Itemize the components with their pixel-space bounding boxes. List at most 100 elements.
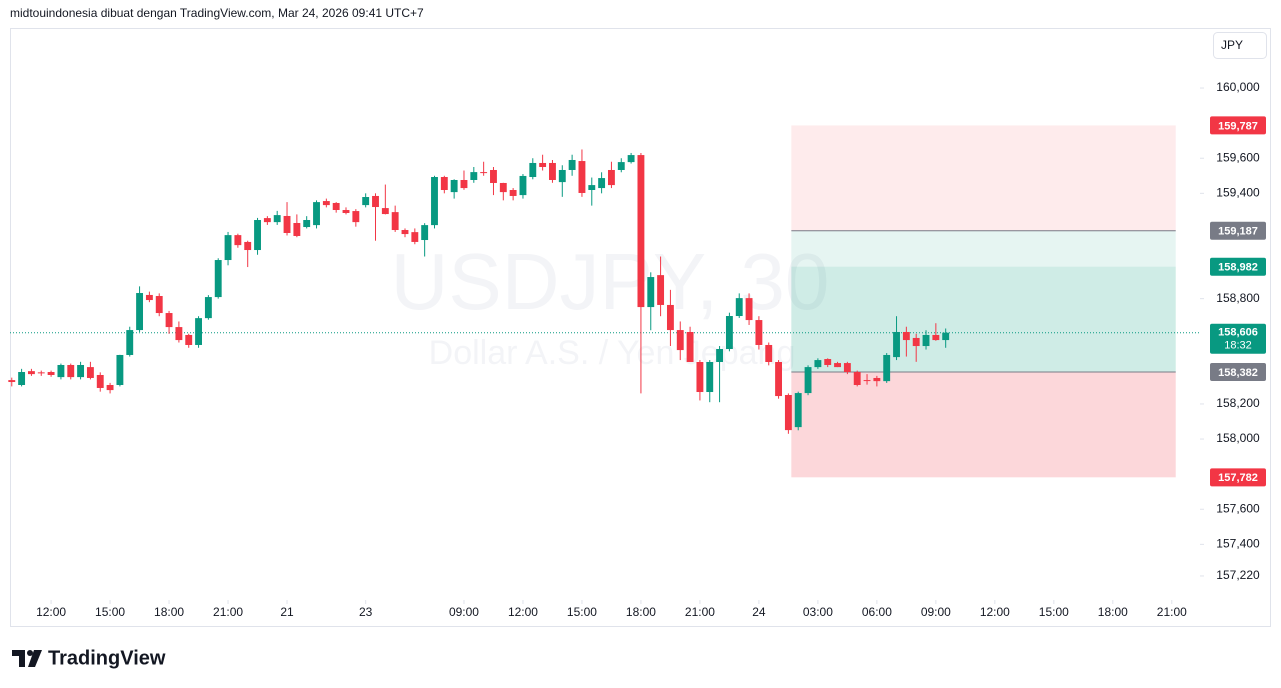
watermark-symbol: USDJPY, 30 [391, 237, 830, 326]
currency-button-label[interactable]: JPY [1221, 38, 1243, 52]
current-price-box [1210, 323, 1266, 354]
candle-body [352, 211, 360, 223]
candle-body [263, 218, 271, 223]
candle-body [116, 354, 124, 385]
x-tick-label: 18:00 [1098, 605, 1128, 619]
candle-body [607, 169, 615, 186]
plot: 160,000 159,600 159,400 158,800 158,200 158,0… [8, 80, 1266, 619]
candle-body [303, 220, 311, 228]
y-tick-label: 158,000 [1216, 431, 1260, 445]
x-tick-label: 18:00 [626, 605, 656, 619]
x-tick-label: 21:00 [1157, 605, 1187, 619]
candle-body [883, 354, 891, 382]
candle-body [401, 230, 409, 235]
candle-body [18, 372, 26, 385]
currency-button[interactable] [1213, 32, 1267, 59]
candle-body [273, 215, 281, 223]
candle-body [509, 189, 517, 196]
candle-body [912, 337, 920, 347]
price-label-box [1210, 468, 1266, 487]
candle-body [47, 372, 55, 375]
candle-body [598, 178, 606, 189]
price-label-box [1210, 257, 1266, 276]
x-tick-label: 21 [280, 605, 294, 619]
candle-body [814, 360, 822, 368]
candle-body [902, 331, 910, 341]
logo-text: TradingView [48, 647, 166, 669]
x-tick-label: 09:00 [449, 605, 479, 619]
candle-body [136, 293, 144, 331]
x-tick-label: 03:00 [803, 605, 833, 619]
candle-body [578, 161, 586, 193]
candle-body [647, 277, 655, 308]
candle-body [804, 367, 812, 394]
candle-body [126, 330, 134, 355]
candle-body [725, 316, 733, 350]
price-label: 159,787 [1218, 120, 1258, 132]
logo-shape [27, 650, 33, 656]
x-tick-label: 15:00 [567, 605, 597, 619]
x-tick-label: 21:00 [213, 605, 243, 619]
candle-body [27, 371, 35, 375]
x-tick-label: 23 [359, 605, 373, 619]
x-tick-label: 06:00 [862, 605, 892, 619]
candle-body [372, 195, 379, 208]
candle-body [755, 320, 763, 345]
candle-body [381, 208, 389, 215]
y-tick-label: 157,600 [1216, 501, 1260, 515]
candle-body [77, 364, 85, 378]
candle-body [716, 349, 724, 363]
candle-body [57, 364, 65, 378]
candle-body [824, 359, 832, 365]
candle-body [617, 162, 625, 170]
candle-body [421, 225, 429, 241]
candle-body [558, 169, 566, 183]
candle-body [843, 363, 851, 373]
y-tick-label: 157,220 [1216, 568, 1260, 582]
candle-body [696, 362, 704, 393]
candle-body [539, 162, 547, 168]
candle-body [942, 332, 950, 341]
price-label: 157,782 [1218, 472, 1258, 484]
x-tick-label: 24 [752, 605, 766, 619]
candle-body [293, 222, 301, 236]
price-label-box [1210, 221, 1266, 240]
stop-zone [791, 372, 1176, 478]
candle-body [224, 235, 232, 261]
candle-body [37, 372, 45, 374]
countdown-label: 18:32 [1224, 340, 1252, 352]
y-tick-label: 157,400 [1216, 537, 1260, 551]
candle-body [145, 294, 153, 301]
y-tick-label: 159,600 [1216, 150, 1260, 164]
candle-body [411, 232, 419, 242]
price-label-box [1210, 363, 1266, 382]
candle-body [86, 367, 94, 378]
candle-body [440, 177, 448, 190]
profit-zone [791, 230, 1176, 373]
candle-body [853, 372, 861, 385]
candle-body [244, 241, 252, 251]
candle-body [254, 220, 261, 251]
candle-body [834, 363, 841, 368]
price-label-box [1210, 116, 1266, 135]
price-label: 159,187 [1218, 226, 1258, 238]
watermark-description: Dollar A.S. / Yen Jepang [429, 334, 796, 372]
candle-body [637, 155, 645, 308]
candle-body [165, 313, 173, 328]
y-tick-label: 160,000 [1216, 80, 1260, 94]
candle-body [706, 362, 714, 393]
candle-body [519, 175, 527, 196]
y-tick-label: 158,800 [1216, 291, 1260, 305]
target-zone-upper [791, 125, 1176, 231]
candle-body [775, 362, 783, 397]
candle-body [686, 331, 694, 363]
x-tick-label: 12:00 [980, 605, 1010, 619]
candle-body [391, 212, 399, 231]
price-label: 158,382 [1218, 367, 1258, 379]
candle-body [568, 159, 576, 170]
candle-body [893, 331, 900, 358]
candle-body [529, 162, 537, 178]
x-tick-label: 21:00 [685, 605, 715, 619]
logo-icon [12, 650, 42, 667]
